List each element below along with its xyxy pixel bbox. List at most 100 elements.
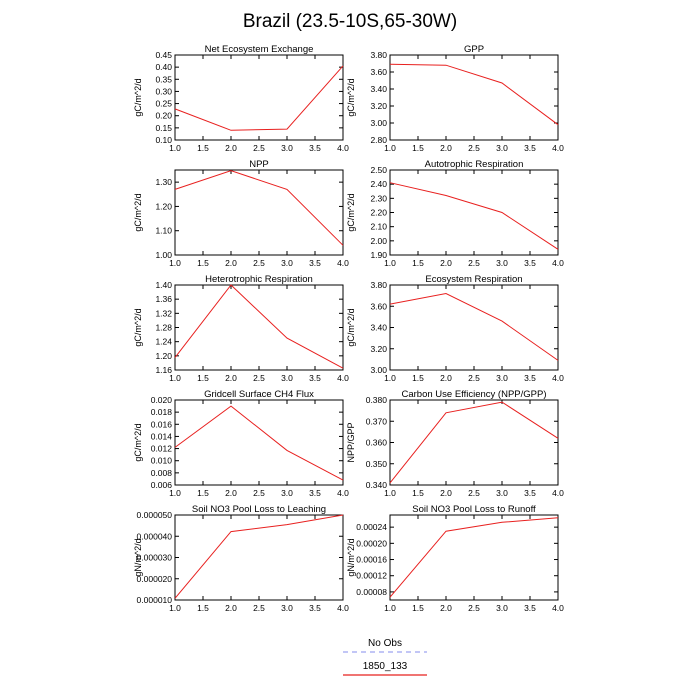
legend-label: No Obs (368, 638, 402, 649)
x-tick-label: 1.5 (197, 258, 209, 268)
plot-frame (174, 169, 344, 256)
y-tick-label: 0.15 (155, 123, 172, 133)
chart-panel: Soil NO3 Pool Loss to Leaching 1.0 1.5 2.0 2… (133, 504, 349, 613)
y-tick-label: 0.350 (366, 459, 388, 469)
x-tick-label: 3.5 (524, 143, 536, 153)
y-tick-label: 1.28 (155, 323, 172, 333)
x-tick-label: 2.5 (253, 603, 265, 613)
y-tick-label: 2.20 (370, 208, 387, 218)
plot-frame (389, 284, 559, 371)
chart-panel: Heterotrophic Respiration 1.0 1.5 2.0 2.5 3.0… (133, 274, 349, 383)
series-line (389, 517, 559, 598)
y-tick-label: 1.16 (155, 365, 172, 375)
y-tick-label: 0.00008 (356, 587, 387, 597)
y-tick-label: 0.020 (151, 395, 173, 405)
x-tick-label: 3.0 (496, 488, 508, 498)
y-tick-label: 3.00 (370, 365, 387, 375)
y-tick-label: 3.40 (370, 84, 387, 94)
y-axis-label: gN/m^2/d (133, 538, 143, 576)
x-tick-label: 1.0 (169, 603, 181, 613)
panel-title: Soil NO3 Pool Loss to Leaching (192, 504, 326, 515)
x-tick-label: 1.0 (169, 373, 181, 383)
y-tick-label: 0.20 (155, 111, 172, 121)
x-tick-label: 4.0 (337, 603, 349, 613)
x-tick-label: 2.5 (468, 603, 480, 613)
x-tick-label: 1.5 (412, 258, 424, 268)
y-axis-label: gC/m^2/d (346, 193, 356, 231)
series-line (389, 63, 559, 126)
y-tick-label: 3.20 (370, 101, 387, 111)
y-tick-label: 0.35 (155, 74, 172, 84)
y-tick-label: 1.40 (155, 280, 172, 290)
series-line (174, 170, 344, 246)
y-tick-label: 0.40 (155, 62, 172, 72)
x-tick-label: 4.0 (552, 143, 564, 153)
series-line (389, 182, 559, 250)
y-axis-label: gC/m^2/d (346, 308, 356, 346)
x-tick-label: 1.0 (384, 488, 396, 498)
x-tick-label: 3.0 (281, 258, 293, 268)
x-tick-label: 4.0 (337, 143, 349, 153)
y-tick-label: 3.80 (370, 280, 387, 290)
y-tick-label: 1.90 (370, 250, 387, 260)
y-tick-label: 0.018 (151, 407, 173, 417)
y-axis-label: gC/m^2/d (133, 193, 143, 231)
x-tick-label: 2.5 (468, 373, 480, 383)
y-tick-label: 1.20 (155, 201, 172, 211)
y-tick-label: 2.50 (370, 165, 387, 175)
y-tick-label: 3.00 (370, 118, 387, 128)
figure-title: Brazil (23.5-10S,65-30W) (243, 11, 457, 32)
x-tick-label: 1.5 (197, 143, 209, 153)
plot-frame (174, 284, 344, 371)
panel-title: GPP (464, 44, 484, 55)
x-tick-label: 1.5 (412, 373, 424, 383)
y-tick-label: 0.00024 (356, 522, 387, 532)
y-tick-label: 3.60 (370, 67, 387, 77)
x-tick-label: 2.5 (253, 373, 265, 383)
y-tick-label: 2.80 (370, 135, 387, 145)
x-tick-label: 1.5 (412, 603, 424, 613)
y-tick-label: 3.80 (370, 50, 387, 60)
x-tick-label: 1.0 (169, 143, 181, 153)
x-tick-label: 3.0 (281, 488, 293, 498)
y-tick-label: 0.360 (366, 438, 388, 448)
y-tick-label: 2.30 (370, 193, 387, 203)
x-tick-label: 4.0 (337, 488, 349, 498)
y-tick-label: 0.25 (155, 99, 172, 109)
x-tick-label: 2.0 (225, 143, 237, 153)
x-tick-label: 3.0 (496, 373, 508, 383)
y-tick-label: 0.010 (151, 456, 173, 466)
x-tick-label: 4.0 (552, 488, 564, 498)
plot-frame (389, 399, 559, 486)
x-tick-label: 1.5 (197, 373, 209, 383)
series-line (389, 292, 559, 361)
panel-title: Carbon Use Efficiency (NPP/GPP) (401, 389, 546, 400)
x-tick-label: 3.5 (524, 373, 536, 383)
plot-frame (389, 169, 559, 256)
x-tick-label: 1.5 (412, 143, 424, 153)
x-tick-label: 2.0 (440, 258, 452, 268)
x-tick-label: 4.0 (552, 603, 564, 613)
x-tick-label: 3.5 (309, 143, 321, 153)
x-tick-label: 3.5 (309, 603, 321, 613)
x-tick-label: 2.0 (225, 258, 237, 268)
x-tick-label: 4.0 (552, 373, 564, 383)
x-tick-label: 2.0 (440, 373, 452, 383)
x-tick-label: 3.0 (281, 143, 293, 153)
y-tick-label: 2.10 (370, 222, 387, 232)
y-tick-label: 0.012 (151, 444, 173, 454)
series-line (174, 405, 344, 481)
x-tick-label: 2.0 (225, 488, 237, 498)
y-tick-label: 2.00 (370, 236, 387, 246)
legend: No Obs 1850_133 (343, 638, 427, 676)
y-tick-label: 1.00 (155, 250, 172, 260)
panel-title: Gridcell Surface CH4 Flux (204, 389, 314, 400)
x-tick-label: 2.0 (225, 373, 237, 383)
y-axis-label: gC/m^2/d (133, 78, 143, 116)
chart-panel: Autotrophic Respiration 1.0 1.5 2.0 2.5 3.0 3.… (346, 159, 564, 268)
x-tick-label: 2.5 (253, 488, 265, 498)
x-tick-label: 1.0 (169, 258, 181, 268)
panel-title: Ecosystem Respiration (425, 274, 522, 285)
y-tick-label: 0.000040 (137, 531, 173, 541)
panel-title: Net Ecosystem Exchange (205, 44, 314, 55)
